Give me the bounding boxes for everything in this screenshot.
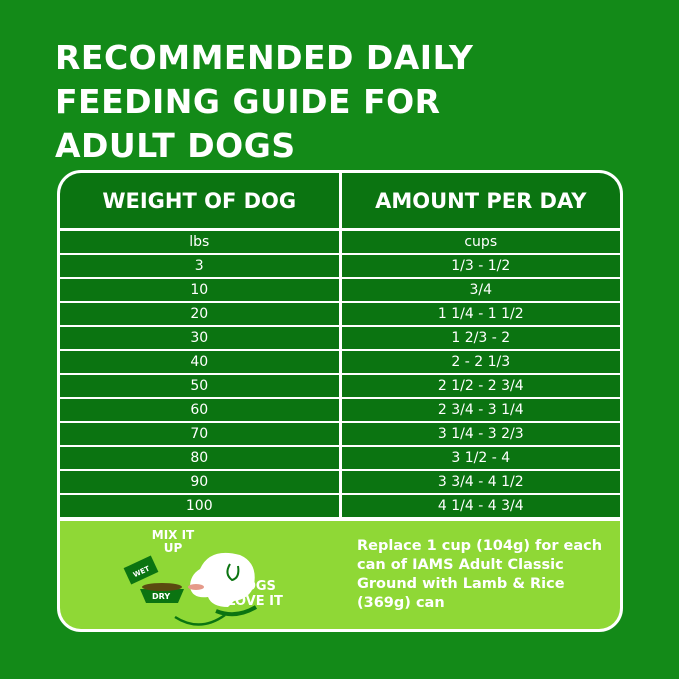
weight-cell: 80: [60, 447, 342, 469]
weight-cell: 60: [60, 399, 342, 421]
weight-cell: 10: [60, 279, 342, 301]
amount-cell: 2 3/4 - 3 1/4: [437, 401, 524, 418]
header-weight: WEIGHT OF DOG: [60, 173, 342, 228]
table-row: 50 2 1/2 - 2 3/4: [60, 375, 620, 397]
weight-cell: 20: [60, 303, 342, 325]
table-row: 60 2 3/4 - 3 1/4: [60, 399, 620, 421]
amount-cell: 3/4: [469, 281, 493, 298]
table-header: WEIGHT OF DOG AMOUNT PER DAY: [60, 173, 620, 231]
table-row: 70 3 1/4 - 3 2/3: [60, 423, 620, 445]
table-row: 30 1 2/3 - 2: [60, 327, 620, 349]
dry-label: DRY: [152, 592, 170, 601]
table-row: 40 2 - 2 1/3: [60, 351, 620, 373]
dog-bowl-illustration: WET DRY: [123, 552, 258, 626]
table-row: 90 3 3/4 - 4 1/2: [60, 471, 620, 493]
weight-cell: 70: [60, 423, 342, 445]
weight-cell: 30: [60, 327, 342, 349]
weight-cell: 40: [60, 351, 342, 373]
unit-amount: cups: [464, 233, 498, 250]
table-row: 80 3 1/2 - 4: [60, 447, 620, 469]
mix-it-up-label: MIX IT UP: [151, 528, 195, 555]
amount-cell: 2 1/2 - 2 3/4: [437, 377, 524, 394]
header-amount: AMOUNT PER DAY: [375, 188, 587, 213]
amount-cell: 1 2/3 - 2: [451, 329, 511, 346]
amount-cell: 3 1/2 - 4: [451, 449, 511, 466]
promo-panel: WET DRY MIX IT UP DOGS LOVE IT Replace 1…: [60, 521, 620, 629]
title-line: ADULT DOGS: [55, 126, 296, 165]
page-title: RECOMMENDED DAILY FEEDING GUIDE FOR ADUL…: [55, 36, 473, 168]
unit-weight: lbs: [60, 231, 342, 253]
table-row: 100 4 1/4 - 4 3/4: [60, 495, 620, 517]
title-line: FEEDING GUIDE FOR: [55, 82, 441, 121]
amount-cell: 3 3/4 - 4 1/2: [437, 473, 524, 490]
weight-cell: 100: [60, 495, 342, 517]
replacement-note: Replace 1 cup (104g) for each can of IAM…: [357, 538, 603, 611]
amount-cell: 1/3 - 1/2: [451, 257, 511, 274]
table-row: 20 1 1/4 - 1 1/2: [60, 303, 620, 325]
weight-cell: 3: [60, 255, 342, 277]
weight-cell: 50: [60, 375, 342, 397]
table-row: 10 3/4: [60, 279, 620, 301]
dogs-love-it-label: DOGS LOVE IT: [227, 579, 283, 609]
amount-cell: 4 1/4 - 4 3/4: [437, 497, 524, 514]
amount-cell: 3 1/4 - 3 2/3: [437, 425, 524, 442]
amount-cell: 1 1/4 - 1 1/2: [437, 305, 524, 322]
weight-cell: 90: [60, 471, 342, 493]
table-row: 3 1/3 - 1/2: [60, 255, 620, 277]
title-line: RECOMMENDED DAILY: [55, 38, 474, 77]
amount-cell: 2 - 2 1/3: [451, 353, 511, 370]
units-row: lbs cups: [60, 231, 620, 253]
